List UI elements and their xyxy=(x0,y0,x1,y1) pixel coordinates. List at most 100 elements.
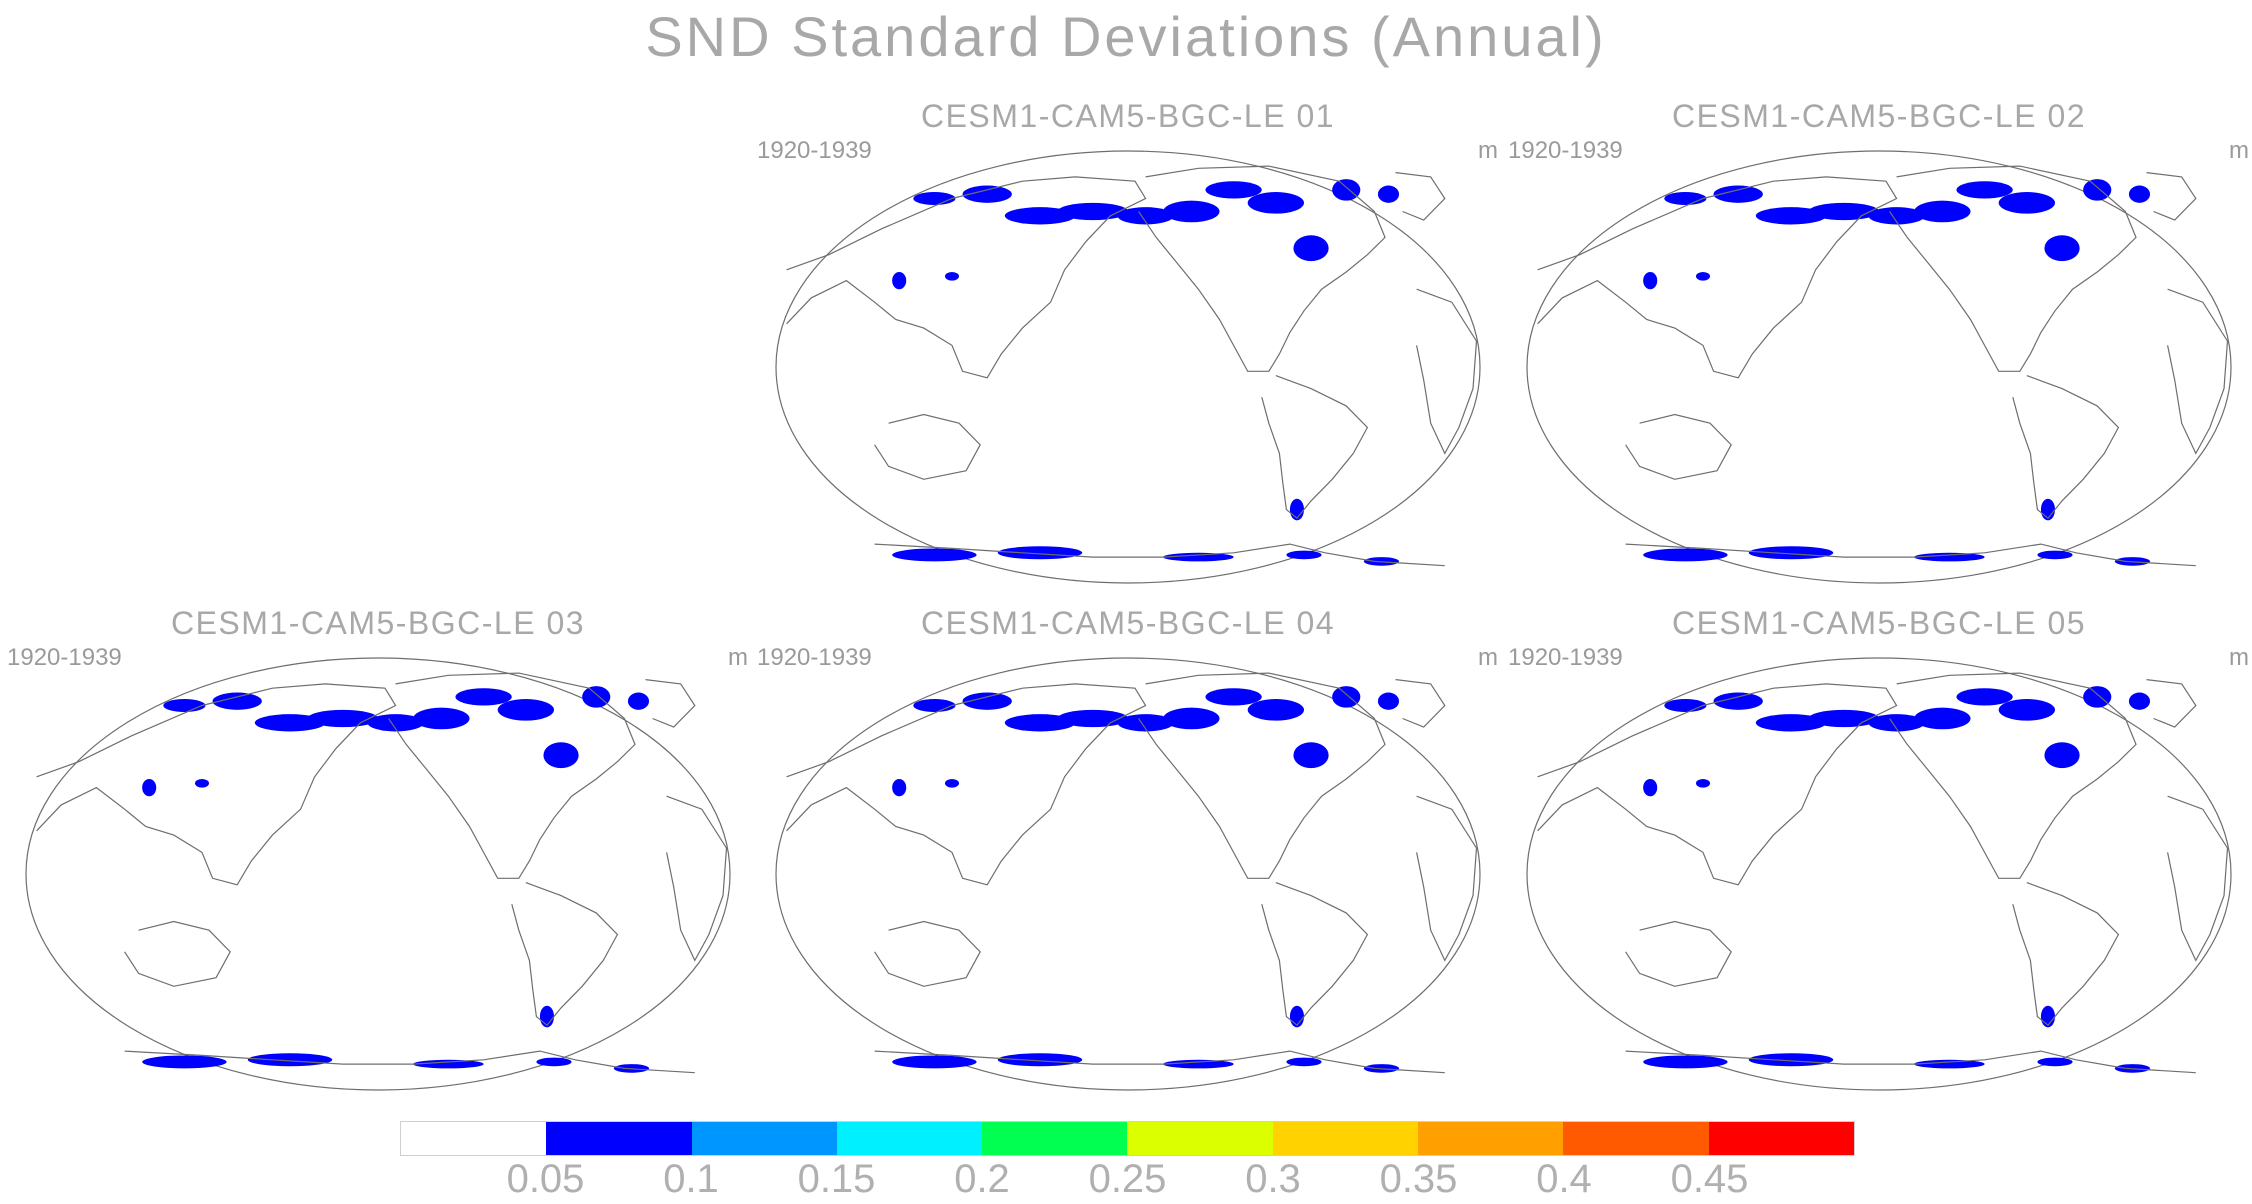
snow-depth-patch xyxy=(1057,709,1128,728)
map-canvas xyxy=(775,150,1481,584)
coastline xyxy=(511,882,619,1027)
colorbar-tick-label: 0.4 xyxy=(1536,1157,1592,1201)
colorbar-swatch xyxy=(836,1122,983,1155)
coastline xyxy=(2146,679,2197,728)
colorbar-tick-label: 0.45 xyxy=(1670,1157,1749,1201)
coastline xyxy=(124,920,231,987)
snow-depth-patch xyxy=(1286,550,1322,560)
snow-depth-patch xyxy=(1289,498,1304,521)
snow-depth-patch xyxy=(1163,707,1220,730)
colorbar-swatch xyxy=(1272,1122,1419,1155)
panel-units: m xyxy=(2229,137,2249,164)
snow-depth-patch xyxy=(892,271,907,290)
panel-period: 1920-1939 xyxy=(1508,644,1623,671)
snow-depth-patch xyxy=(1664,699,1707,712)
snow-depth-patch xyxy=(1914,1059,1985,1069)
snow-depth-patch xyxy=(1998,192,2055,214)
coastline xyxy=(1889,672,2137,879)
snow-depth-patch xyxy=(1004,207,1076,225)
snow-depth-patch xyxy=(1332,179,1361,201)
coastline xyxy=(874,543,1445,567)
panel-title: CESM1-CAM5-BGC-LE 05 xyxy=(1671,605,2087,641)
colorbar-swatch xyxy=(1418,1122,1564,1155)
panel-units: m xyxy=(2229,644,2249,671)
snow-depth-patch xyxy=(2083,179,2112,201)
snow-depth-patch xyxy=(142,778,157,797)
colorbar-tick-label: 0.3 xyxy=(1245,1157,1301,1201)
snow-depth-patch xyxy=(212,692,262,710)
snow-depth-patch xyxy=(1643,1055,1728,1069)
snow-depth-patch xyxy=(1695,271,1711,281)
coastline xyxy=(2167,795,2229,962)
snow-depth-patch xyxy=(1664,192,1707,205)
snow-depth-patch xyxy=(1057,202,1128,221)
snow-depth-patch xyxy=(247,1053,333,1067)
colorbar-tick-label: 0.25 xyxy=(1088,1157,1167,1201)
colorbar-swatch xyxy=(1563,1122,1709,1155)
panel-title: CESM1-CAM5-BGC-LE 01 xyxy=(920,98,1336,134)
snow-depth-patch xyxy=(1293,235,1329,262)
coastline xyxy=(388,672,636,879)
coastline xyxy=(786,683,1147,886)
coastline xyxy=(874,413,981,480)
panel-title: CESM1-CAM5-BGC-LE 04 xyxy=(920,605,1336,641)
coastline xyxy=(874,920,981,987)
snow-depth-patch xyxy=(455,688,512,706)
snow-depth-patch xyxy=(1643,548,1728,562)
coastline xyxy=(645,679,696,728)
coastline xyxy=(1261,882,1369,1027)
snow-depth-patch xyxy=(1205,181,1262,199)
snow-depth-patch xyxy=(1748,546,1834,560)
snow-depth-patch xyxy=(582,686,611,708)
snow-depth-patch xyxy=(543,742,579,769)
snow-depth-patch xyxy=(892,778,907,797)
coastline xyxy=(1625,543,2196,567)
snow-depth-patch xyxy=(1956,181,2013,199)
colorbar-swatch xyxy=(982,1122,1128,1155)
coastline xyxy=(124,1050,695,1074)
snow-depth-patch xyxy=(1286,1057,1322,1067)
snow-depth-patch xyxy=(892,1055,977,1069)
figure-title: SND Standard Deviations (Annual) xyxy=(645,5,1607,68)
snow-depth-patch xyxy=(497,699,554,721)
snow-depth-patch xyxy=(1247,699,1304,721)
snow-depth-patch xyxy=(2037,1057,2073,1067)
snow-depth-patch xyxy=(2037,550,2073,560)
coastline xyxy=(1416,795,1478,962)
colorbar-swatch xyxy=(401,1122,547,1155)
coastline xyxy=(1537,683,1898,886)
snow-depth-patch xyxy=(1163,200,1220,223)
colorbar-swatch xyxy=(691,1122,837,1155)
colorbar: 0.05 0.1 0.15 0.2 0.25 0.3 0.35 0.4 0.45 xyxy=(400,1121,1855,1201)
snow-depth-patch xyxy=(2040,1005,2055,1028)
snow-depth-patch xyxy=(539,1005,555,1028)
colorbar-swatches xyxy=(400,1121,1855,1156)
snow-depth-patch xyxy=(1163,1059,1234,1069)
coastline xyxy=(1416,288,1478,455)
snow-depth-patch xyxy=(997,546,1083,560)
map-canvas xyxy=(25,657,731,1091)
colorbar-tick-label: 0.05 xyxy=(506,1157,585,1201)
snow-depth-patch xyxy=(892,548,977,562)
snow-depth-patch xyxy=(1332,686,1361,708)
snow-depth-patch xyxy=(163,699,206,712)
coastline xyxy=(2012,882,2120,1027)
snow-depth-patch xyxy=(1713,185,1763,203)
panel-period: 1920-1939 xyxy=(7,644,122,671)
coastline xyxy=(2012,375,2120,520)
snow-depth-patch xyxy=(627,692,650,710)
colorbar-tick-label: 0.1 xyxy=(663,1157,719,1201)
map-canvas xyxy=(1526,657,2232,1091)
snow-depth-patch xyxy=(2040,498,2055,521)
snow-depth-patch xyxy=(962,185,1012,203)
snow-depth-patch xyxy=(2044,742,2080,769)
colorbar-tick-label: 0.15 xyxy=(797,1157,876,1201)
panel-period: 1920-1939 xyxy=(757,137,872,164)
colorbar-swatch xyxy=(546,1122,692,1155)
snow-depth-patch xyxy=(1377,185,1400,203)
colorbar-tick-label: 0.2 xyxy=(954,1157,1010,1201)
snow-depth-patch xyxy=(1205,688,1262,706)
snow-depth-patch xyxy=(367,714,424,732)
coastline xyxy=(2146,172,2197,221)
snow-depth-patch xyxy=(536,1057,572,1067)
